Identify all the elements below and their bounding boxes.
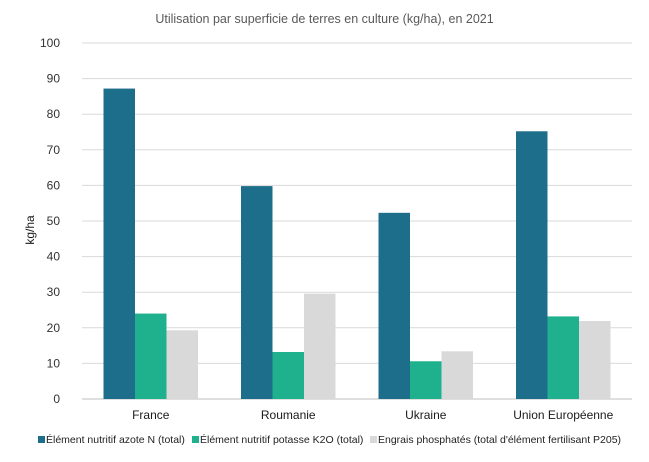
y-tick-label: 80 bbox=[47, 107, 61, 121]
legend-label-0: Élément nutritif azote N (total) bbox=[46, 433, 185, 446]
bar-1-1 bbox=[272, 352, 304, 399]
y-tick-label: 30 bbox=[47, 285, 61, 299]
y-tick-label: 20 bbox=[47, 321, 61, 335]
x-tick-label: Union Européenne bbox=[513, 408, 613, 422]
bar-1-0 bbox=[135, 313, 167, 399]
y-axis-label: kg/ha bbox=[23, 215, 37, 245]
x-tick-label: Ukraine bbox=[405, 408, 447, 422]
bar-1-2 bbox=[410, 361, 442, 399]
bar-2-2 bbox=[441, 351, 473, 399]
bar-2-3 bbox=[579, 321, 611, 399]
legend: Élément nutritif azote N (total) Élément … bbox=[38, 433, 621, 446]
y-tick-label: 50 bbox=[47, 214, 61, 228]
x-tick-label: Roumanie bbox=[261, 408, 316, 422]
y-tick-label: 90 bbox=[47, 72, 61, 86]
bar-1-3 bbox=[547, 316, 579, 399]
x-axis-categories: France Roumanie Ukraine Union Européenne bbox=[132, 408, 614, 422]
y-axis-ticks: 0 10 20 30 40 50 60 70 80 90 100 bbox=[40, 36, 60, 406]
bar-0-2 bbox=[378, 212, 410, 399]
legend-swatch-2 bbox=[370, 436, 377, 443]
legend-label-1: Élément nutritif potasse K2O (total) bbox=[200, 433, 363, 446]
y-tick-label: 0 bbox=[53, 392, 60, 406]
bar-0-0 bbox=[103, 88, 135, 400]
x-tick-label: France bbox=[132, 408, 170, 422]
bar-0-3 bbox=[516, 131, 548, 399]
legend-label-2: Engrais phosphatés (total d'élément fert… bbox=[378, 434, 621, 446]
chart-title: Utilisation par superficie de terres en … bbox=[155, 12, 493, 26]
legend-swatch-0 bbox=[38, 436, 45, 443]
legend-swatch-1 bbox=[192, 436, 199, 443]
y-tick-label: 70 bbox=[47, 143, 61, 157]
bar-2-1 bbox=[304, 293, 336, 399]
y-tick-label: 10 bbox=[47, 356, 61, 370]
y-tick-label: 100 bbox=[40, 36, 60, 50]
bar-0-1 bbox=[241, 186, 273, 399]
bar-2-0 bbox=[166, 330, 198, 399]
y-tick-label: 40 bbox=[47, 250, 61, 264]
bars bbox=[103, 88, 611, 400]
y-tick-label: 60 bbox=[47, 178, 61, 192]
